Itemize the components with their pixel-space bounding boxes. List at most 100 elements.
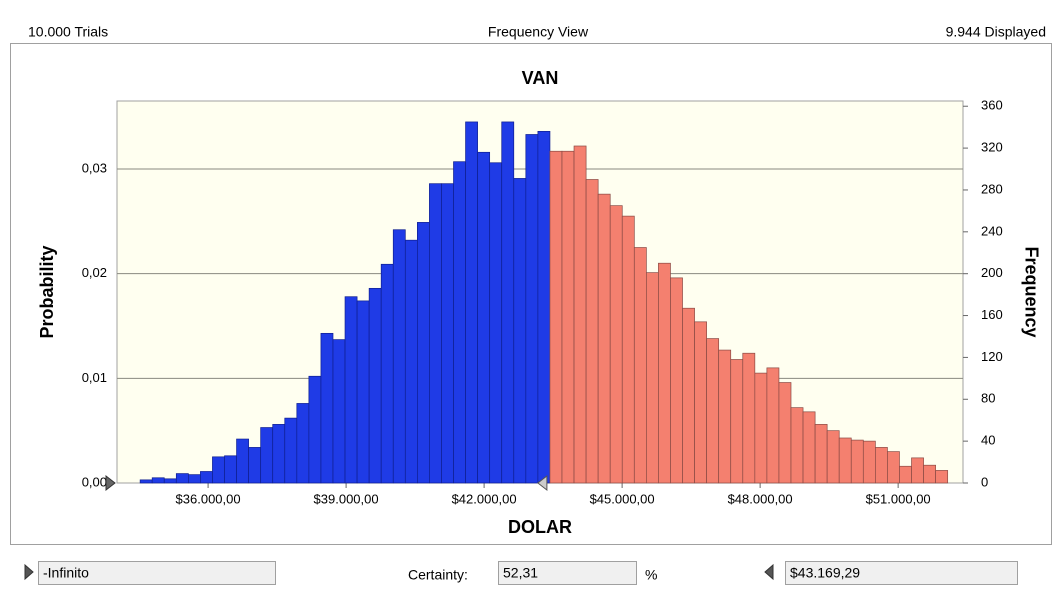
bar — [621, 215, 635, 484]
bar — [838, 437, 852, 484]
bar — [585, 179, 599, 484]
bar — [477, 151, 491, 484]
bar — [344, 296, 358, 484]
bar — [151, 477, 165, 484]
bar — [417, 222, 430, 484]
bar — [670, 277, 683, 484]
bar — [754, 372, 768, 484]
y2-tick-label: 120 — [981, 349, 1003, 364]
bar — [537, 131, 551, 484]
displayed: 9.944 Displayed — [946, 24, 1046, 40]
bar — [284, 417, 298, 484]
bar — [778, 382, 792, 484]
x-tick-label: $36.000,00 — [176, 491, 241, 506]
bar — [224, 455, 237, 484]
bar — [320, 332, 334, 484]
y2-tick-label: 360 — [981, 98, 1003, 113]
bar — [730, 359, 744, 484]
bar — [826, 430, 840, 484]
bar — [850, 439, 864, 484]
bar — [875, 447, 888, 484]
bar — [766, 367, 780, 484]
upper-input[interactable] — [785, 561, 1018, 585]
y2-tick-label: 160 — [981, 307, 1003, 322]
bar — [573, 145, 587, 484]
bar — [260, 427, 274, 484]
bar — [887, 451, 900, 484]
bar — [465, 121, 478, 484]
y-tick-label: 0,01 — [82, 370, 107, 385]
x-tick-label: $51.000,00 — [866, 491, 931, 506]
bar — [646, 272, 659, 484]
y-tick-label: 0,00 — [82, 474, 107, 489]
bar — [441, 183, 454, 484]
x-axis-label: DOLAR — [508, 517, 572, 537]
y-tick-label: 0,02 — [82, 265, 107, 280]
y2-tick-label: 320 — [981, 140, 1003, 155]
bar — [911, 457, 924, 484]
lower-arrow — [24, 563, 34, 581]
x-tick-label: $48.000,00 — [728, 491, 793, 506]
bar — [899, 465, 912, 484]
bar — [272, 424, 286, 484]
y2-tick-label: 40 — [981, 433, 995, 448]
y2-tick-label: 280 — [981, 181, 1003, 196]
bar — [163, 478, 177, 484]
bar — [513, 178, 527, 484]
y-axis-label: Probability — [37, 245, 57, 338]
bar — [356, 300, 370, 484]
bar — [935, 470, 949, 484]
bar — [308, 375, 322, 484]
x-tick-label: $45.000,00 — [590, 491, 655, 506]
chart-title: VAN — [522, 68, 559, 88]
bar — [694, 321, 707, 484]
bar — [332, 339, 346, 484]
bar — [212, 456, 225, 484]
bar — [296, 403, 310, 484]
percent-sign: % — [645, 567, 657, 583]
bar — [429, 183, 442, 484]
bar — [658, 262, 671, 484]
bar — [368, 287, 382, 484]
lower-value: -Infinito — [43, 565, 89, 581]
y2-tick-label: 0 — [981, 474, 988, 489]
x-tick-label: $42.000,00 — [452, 491, 517, 506]
bar — [139, 479, 153, 484]
bar — [549, 150, 563, 484]
bar — [175, 473, 189, 484]
certainty-value: 52,31 — [503, 565, 538, 581]
bar — [236, 438, 249, 484]
bar — [200, 471, 213, 484]
upper-arrow — [764, 563, 774, 581]
bar — [814, 424, 828, 484]
upper-marker — [537, 474, 548, 492]
y2-tick-label: 240 — [981, 223, 1003, 238]
bar — [862, 440, 876, 484]
bar — [525, 134, 539, 484]
certainty-label: Certainty: — [408, 567, 468, 583]
bar — [802, 411, 816, 484]
x-tick-label: $39.000,00 — [314, 491, 379, 506]
bar — [501, 121, 515, 484]
bar — [742, 352, 756, 484]
lower-marker — [105, 474, 116, 492]
bar — [561, 150, 575, 484]
upper-value: $43.169,29 — [790, 565, 860, 581]
y-tick-label: 0,03 — [82, 160, 107, 175]
bar — [706, 338, 720, 484]
bar — [404, 239, 418, 484]
lower-input[interactable] — [38, 561, 276, 585]
bar — [790, 407, 804, 484]
bar — [392, 229, 406, 484]
bar — [248, 447, 262, 484]
view-name: Frequency View — [488, 24, 589, 40]
bar — [923, 464, 936, 484]
bar — [682, 307, 695, 484]
bar — [718, 349, 732, 484]
certainty-input[interactable] — [498, 561, 637, 585]
trials: 10.000 Trials — [28, 24, 108, 40]
bar — [380, 263, 394, 484]
y2-tick-label: 80 — [981, 391, 995, 406]
bar — [633, 247, 647, 484]
